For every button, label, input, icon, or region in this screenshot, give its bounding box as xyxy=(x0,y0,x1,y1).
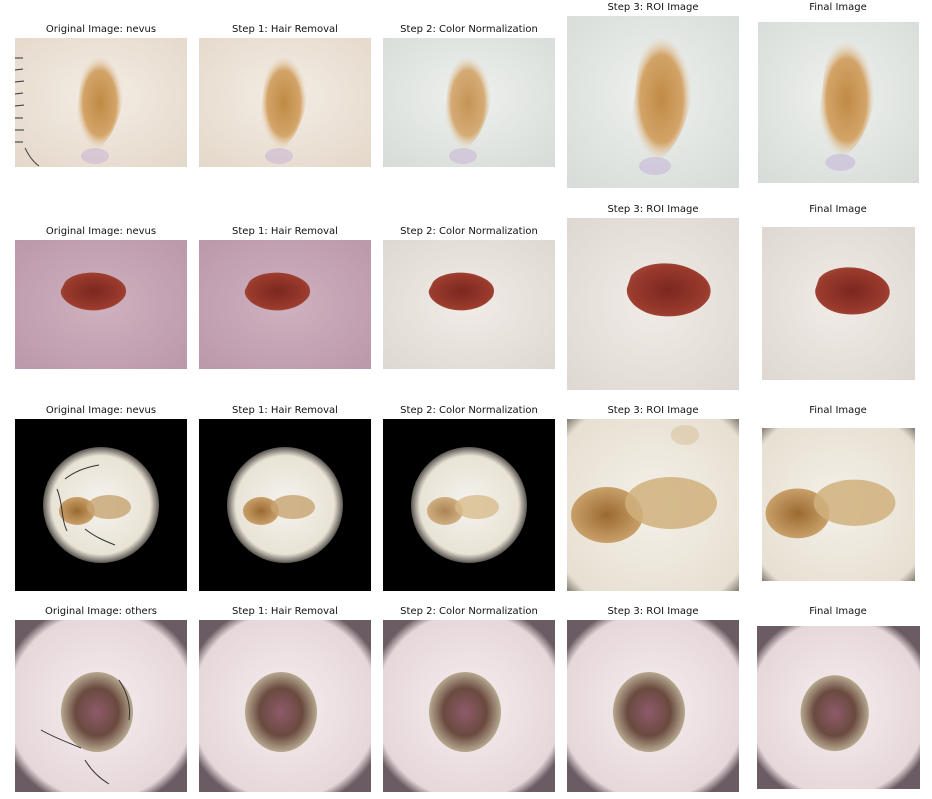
dermoscopy-image-r1-final xyxy=(758,22,919,183)
dermoscopy-image-r3-hair-removal xyxy=(199,419,371,591)
dermoscopy-image-r2-final xyxy=(762,227,915,380)
dermoscopy-image-r4-roi xyxy=(567,620,739,792)
dermoscopy-image-r4-hair-removal xyxy=(199,620,371,792)
dermoscopy-image-r2-roi xyxy=(567,218,739,390)
dermoscopy-image-r4-original xyxy=(15,620,187,792)
panel-title-r3-c4: Step 3: ROI Image xyxy=(607,405,699,416)
dermoscopy-image-r1-hair-removal xyxy=(199,38,371,167)
panel-title-r2-c5: Final Image xyxy=(809,204,867,215)
dermoscopy-image-r1-roi xyxy=(567,16,739,188)
panel-title-r3-c5: Final Image xyxy=(809,405,867,416)
panel-title-r3-c1: Original Image: nevus xyxy=(45,405,157,416)
panel-title-r4-c4: Step 3: ROI Image xyxy=(607,606,699,617)
panel-title-r3-c2: Step 1: Hair Removal xyxy=(232,405,338,416)
panel-title-r2-c2: Step 1: Hair Removal xyxy=(232,226,338,237)
panel-title-r4-c2: Step 1: Hair Removal xyxy=(232,606,338,617)
panel-title-r1-c3: Step 2: Color Normalization xyxy=(400,24,538,35)
dermoscopy-image-r2-hair-removal xyxy=(199,240,371,369)
panel-title-r4-c1: Original Image: others xyxy=(44,606,158,617)
panel-title-r2-c3: Step 2: Color Normalization xyxy=(400,226,538,237)
dermoscopy-image-r2-color-normalization xyxy=(383,240,555,369)
dermoscopy-image-r3-color-normalization xyxy=(383,419,555,591)
dermoscopy-image-r3-roi xyxy=(567,419,739,591)
dermoscopy-image-r3-original xyxy=(15,419,187,591)
panel-title-r2-c4: Step 3: ROI Image xyxy=(607,204,699,215)
dermoscopy-image-r4-color-normalization xyxy=(383,620,555,792)
dermoscopy-image-r4-final xyxy=(757,626,920,789)
panel-title-r1-c2: Step 1: Hair Removal xyxy=(232,24,338,35)
panel-title-r2-c1: Original Image: nevus xyxy=(45,226,157,237)
panel-title-r1-c1: Original Image: nevus xyxy=(45,24,157,35)
dermoscopy-image-r2-original xyxy=(15,240,187,369)
panel-title-r4-c3: Step 2: Color Normalization xyxy=(400,606,538,617)
dermoscopy-image-r3-final xyxy=(762,428,915,581)
panel-title-r1-c4: Step 3: ROI Image xyxy=(607,2,699,13)
dermoscopy-image-r1-color-normalization xyxy=(383,38,555,167)
dermoscopy-image-r1-original xyxy=(15,38,187,167)
panel-title-r3-c3: Step 2: Color Normalization xyxy=(400,405,538,416)
panel-title-r4-c5: Final Image xyxy=(809,606,867,617)
panel-title-r1-c5: Final Image xyxy=(809,2,867,13)
